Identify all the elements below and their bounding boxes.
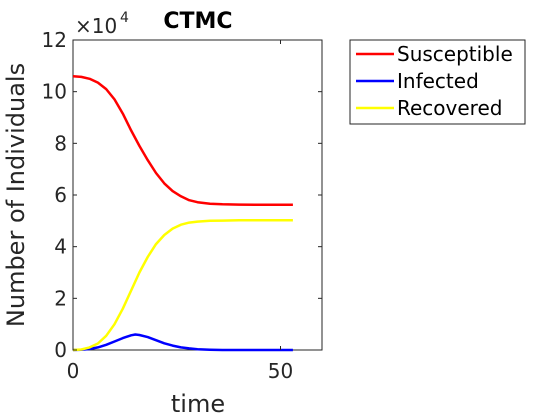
plot-area (72, 39, 323, 351)
y-tick-label: 4 (54, 235, 67, 259)
x-tick-label: 0 (67, 359, 80, 383)
y-exponent: 4 (120, 10, 129, 26)
legend: Susceptible Infected Recovered (349, 39, 526, 125)
y-multiplier: ×10 (75, 14, 117, 38)
legend-label-susceptible: Susceptible (397, 42, 513, 66)
series-line-recovered (72, 219, 293, 352)
y-tick-label: 10 (42, 80, 67, 104)
tick-layer: 0 2 4 6 8 10 12 0 50 (42, 28, 322, 383)
y-axis-label: Number of Individuals (2, 63, 30, 327)
legend-label-recovered: Recovered (397, 96, 502, 120)
x-tick-label: 50 (268, 359, 293, 383)
x-axis-label: time (171, 390, 225, 418)
series-line-infected (72, 333, 293, 352)
y-tick-label: 12 (42, 28, 67, 52)
chart-title: CTMC (163, 9, 232, 34)
y-tick-label: 0 (54, 338, 67, 362)
series-line-susceptible (72, 74, 293, 207)
series-layer (72, 74, 293, 352)
y-tick-label: 2 (54, 286, 67, 310)
y-tick-label: 6 (54, 183, 67, 207)
y-tick-label: 8 (54, 131, 67, 155)
legend-label-infected: Infected (397, 69, 479, 93)
